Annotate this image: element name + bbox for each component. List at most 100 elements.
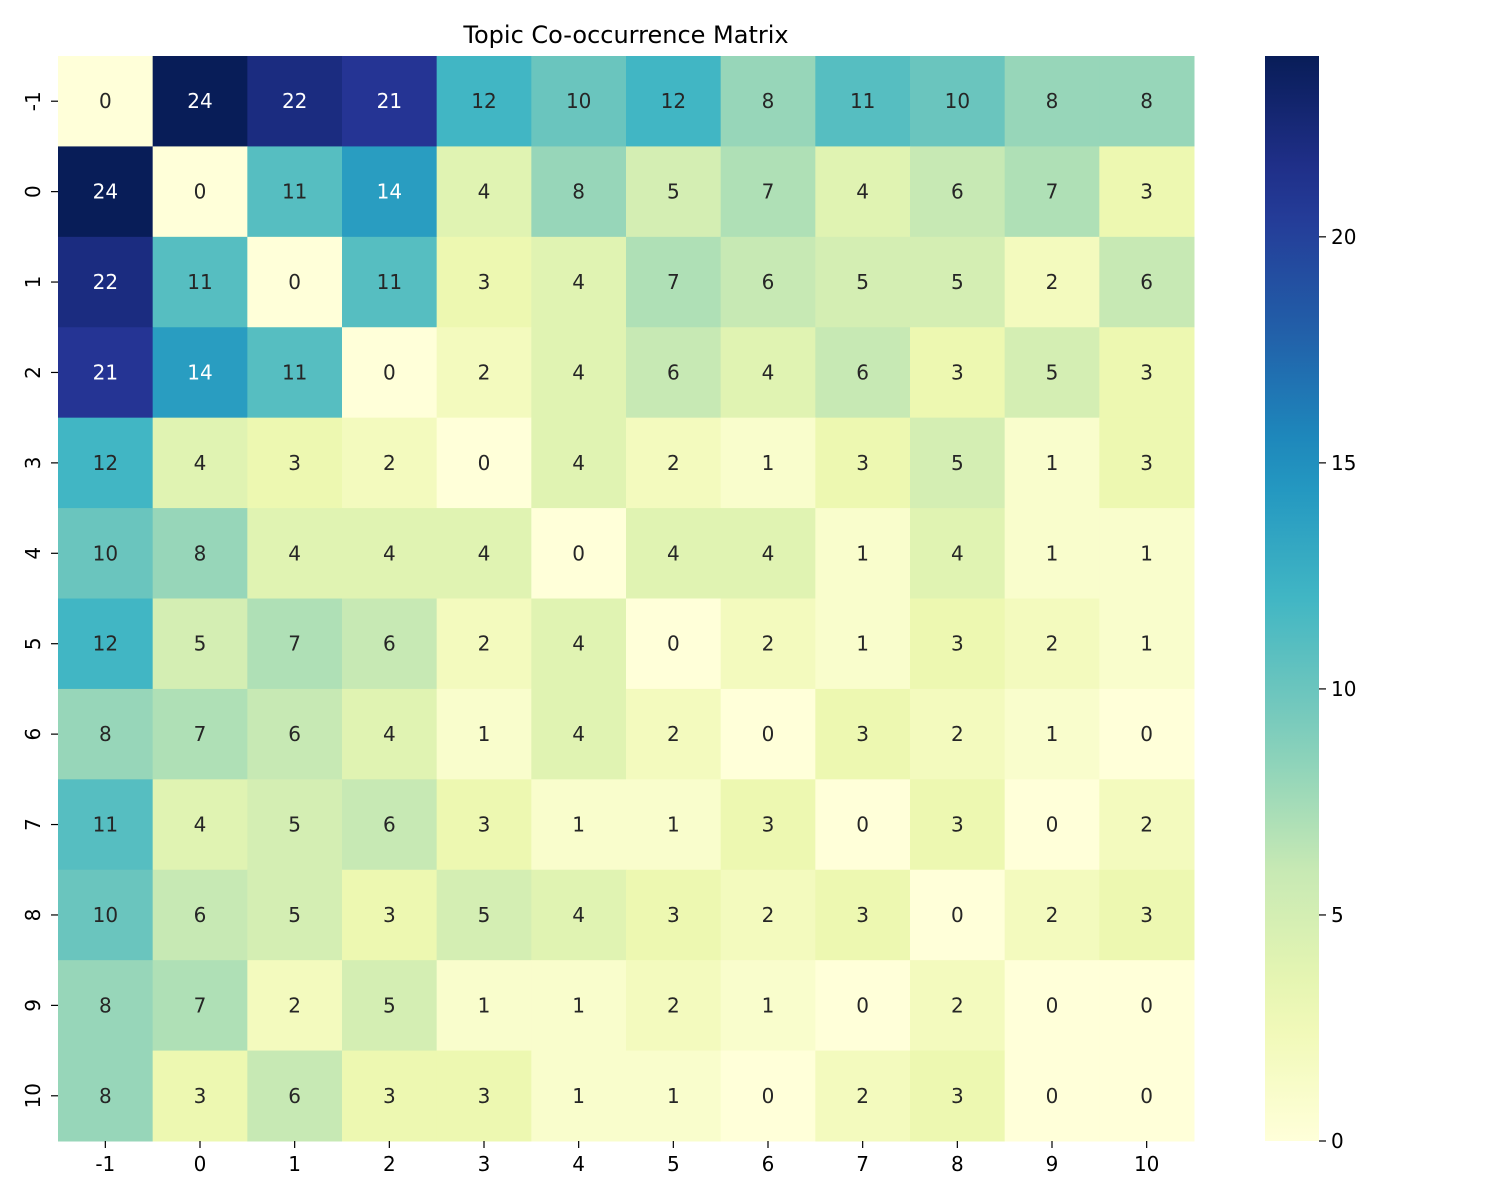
- cell-value-label: 4: [762, 360, 775, 384]
- cell-value-label: 4: [478, 180, 491, 204]
- heatmap-cell: [531, 960, 627, 1052]
- cell-value-label: 1: [667, 813, 680, 837]
- heatmap-cell: [1004, 417, 1100, 509]
- heatmap-cell: [152, 146, 248, 238]
- cell-value-label: 10: [566, 89, 591, 113]
- cell-value-label: 1: [1140, 632, 1153, 656]
- cell-value-label: 24: [93, 180, 118, 204]
- heatmap-cell: [531, 327, 627, 419]
- heatmap-cell: [1004, 508, 1100, 599]
- heatmap-cell: [910, 56, 1006, 147]
- heatmap-cell: [626, 960, 722, 1052]
- cell-value-label: 5: [194, 632, 207, 656]
- heatmap-cell: [436, 688, 532, 780]
- cell-value-label: 3: [1140, 903, 1153, 927]
- cell-value-label: 8: [99, 993, 112, 1017]
- heatmap-cell: [342, 508, 438, 599]
- cell-value-label: 0: [1046, 813, 1059, 837]
- heatmap-cell: [720, 56, 816, 147]
- cell-value-label: 3: [951, 813, 964, 837]
- heatmap-cell: [247, 327, 343, 419]
- cell-value-label: 3: [1140, 360, 1153, 384]
- cell-value-label: 12: [93, 451, 118, 475]
- cell-value-label: 0: [572, 541, 585, 565]
- heatmap-cell: [531, 1050, 627, 1142]
- heatmap-cell: [910, 146, 1006, 238]
- cell-value-label: 7: [667, 270, 680, 294]
- heatmap-cell: [720, 236, 816, 328]
- heatmap-cell: [626, 508, 722, 599]
- heatmap-cell: [152, 869, 248, 961]
- heatmap-cell: [910, 779, 1006, 871]
- heatmap-cell: [152, 417, 248, 509]
- cell-value-label: 1: [762, 993, 775, 1017]
- cell-value-label: 3: [951, 360, 964, 384]
- cell-value-label: 12: [93, 632, 118, 656]
- cell-value-label: 12: [471, 89, 496, 113]
- cell-value-label: 3: [194, 1084, 207, 1108]
- heatmap-cell: [436, 146, 532, 238]
- cell-value-label: 1: [572, 813, 585, 837]
- cell-value-label: 4: [478, 541, 491, 565]
- cell-value-label: 4: [762, 541, 775, 565]
- heatmap-cell: [531, 236, 627, 328]
- cell-value-label: 22: [282, 89, 307, 113]
- heatmap-cell: [1004, 688, 1100, 780]
- y-tick-label: 10: [21, 1083, 45, 1108]
- heatmap-cell: [247, 598, 343, 690]
- heatmap-cell: [436, 779, 532, 871]
- cell-value-label: 11: [377, 270, 402, 294]
- heatmap-cell: [152, 1050, 248, 1142]
- heatmap-cell: [910, 869, 1006, 961]
- heatmap-cell: [910, 688, 1006, 780]
- heatmap-cell: [342, 56, 438, 147]
- heatmap-cell: [1099, 508, 1195, 599]
- heatmap-cell: [247, 688, 343, 780]
- heatmap-cell: [436, 508, 532, 599]
- cell-value-label: 5: [856, 270, 869, 294]
- cell-value-label: 5: [383, 993, 396, 1017]
- heatmap-cell: [720, 327, 816, 419]
- cell-value-label: 4: [572, 632, 585, 656]
- heatmap-cell: [1004, 779, 1100, 871]
- heatmap-cell: [1099, 688, 1195, 780]
- cell-value-label: 2: [762, 903, 775, 927]
- heatmap-cell: [815, 1050, 911, 1142]
- cell-value-label: 2: [478, 360, 491, 384]
- cell-value-label: 2: [1046, 270, 1059, 294]
- heatmap-cell: [342, 960, 438, 1052]
- cell-value-label: 0: [383, 360, 396, 384]
- heatmap-cell: [58, 598, 154, 690]
- cell-value-label: 3: [762, 813, 775, 837]
- heatmap-cell: [720, 598, 816, 690]
- heatmap-cell: [626, 417, 722, 509]
- heatmap-cell: [436, 869, 532, 961]
- heatmap-cell: [720, 779, 816, 871]
- cell-value-label: 10: [945, 89, 970, 113]
- cell-value-label: 0: [951, 903, 964, 927]
- colorbar-tick-label: 20: [1331, 225, 1356, 249]
- x-tick-label: 5: [667, 1152, 680, 1176]
- x-tick-label: 0: [194, 1152, 207, 1176]
- cell-value-label: 8: [1046, 89, 1059, 113]
- cell-value-label: 2: [383, 451, 396, 475]
- cell-value-label: 7: [1046, 180, 1059, 204]
- heatmap-cell: [1099, 598, 1195, 690]
- cell-value-label: 4: [572, 722, 585, 746]
- heatmap-cell: [152, 688, 248, 780]
- cell-value-label: 5: [667, 180, 680, 204]
- heatmap-cell: [58, 688, 154, 780]
- heatmap-cell: [626, 327, 722, 419]
- cell-value-labels: 0 24 22 21 12 10 12 8 11 10 8 824 0 11 14 4 8 5 7 4 6 7 322 11 0…: [93, 89, 1153, 1108]
- heatmap-cell: [58, 417, 154, 509]
- heatmap-cell: [626, 688, 722, 780]
- cell-value-label: 3: [951, 1084, 964, 1108]
- heatmap-cell: [436, 327, 532, 419]
- heatmap-cell: [247, 56, 343, 147]
- heatmap-cell: [815, 56, 911, 147]
- y-tick-label: 0: [21, 185, 45, 198]
- cell-value-label: 21: [93, 360, 118, 384]
- cell-value-label: 4: [288, 541, 301, 565]
- cell-value-label: 3: [856, 903, 869, 927]
